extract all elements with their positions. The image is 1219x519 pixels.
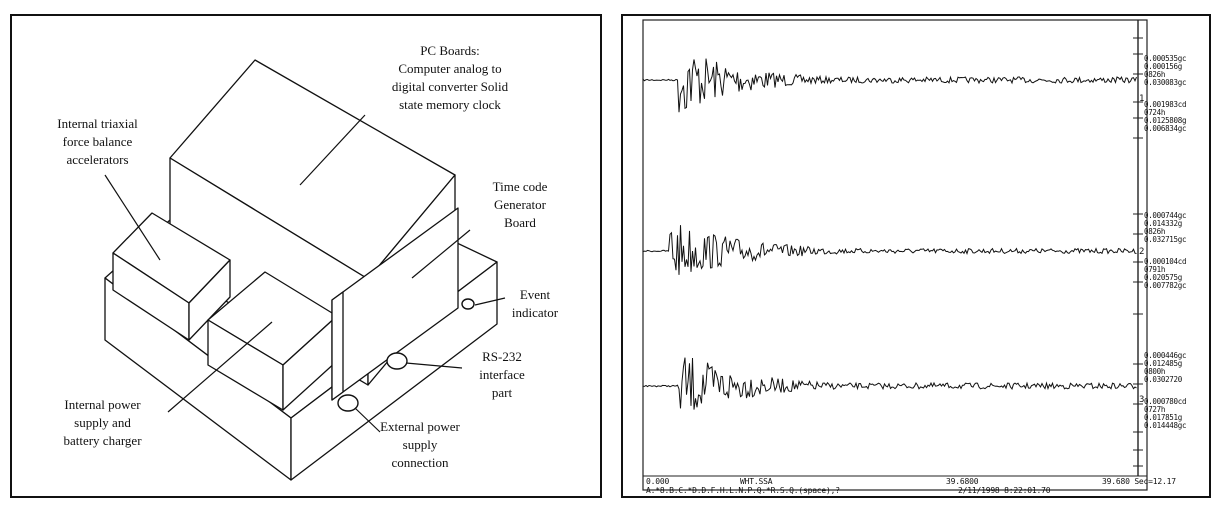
leader-accelerators — [104, 174, 161, 261]
leader-internal-power — [167, 321, 273, 413]
instrument-drawing — [104, 59, 506, 481]
label-event-indicator: Event indicator — [511, 287, 559, 320]
seismogram-panel — [621, 14, 1211, 498]
leader-external-power — [354, 407, 381, 433]
leader-event — [474, 297, 506, 306]
leader-pc-boards — [299, 114, 366, 186]
label-external-power: External power supply connection — [380, 419, 460, 470]
trace-channel-1 — [642, 58, 1137, 113]
footer-mid-time: 39.6800 — [946, 477, 979, 486]
footer-start-time: 0.000 — [646, 477, 670, 486]
label-rs232: RS-232 interface part — [479, 349, 525, 400]
leader-rs232 — [405, 362, 463, 369]
seismogram-plot — [642, 19, 1148, 491]
label-pc-boards: PC Boards: Computer analog to digital co… — [391, 43, 509, 112]
trace-channel-2 — [642, 225, 1137, 275]
footer-file-name: WHT.SSA — [740, 477, 773, 486]
accelerator-box-right — [188, 259, 231, 341]
label-internal-power: Internal power supply and battery charge… — [63, 397, 142, 448]
leader-time-code — [411, 229, 471, 279]
channel-1-values: 0.000535gc 0.000156g 0826h 0.030083gc 0.… — [1144, 54, 1187, 133]
channel-1-number: 1 — [1139, 94, 1145, 104]
channel-2-values: 0.000744gc 0.014332g 0826h 0.032715gc 0.… — [1144, 211, 1187, 290]
channel-2-number: 2 — [1139, 247, 1145, 257]
time-code-board-edge — [331, 291, 344, 401]
label-time-code: Time code Generator Board — [492, 179, 548, 230]
event-indicator-light — [461, 298, 475, 310]
footer-command-keys: A.*8.B.C.*D.D.F.H.L.N.P.Q.*R.S.Q.(space)… — [646, 486, 840, 495]
channel-3-values: 0.000446gc 0.012485g 0800h 0.0302720 0.0… — [1144, 351, 1187, 430]
plot-frame — [642, 19, 1148, 491]
footer-end-time: 39.680 Sec=12.17 — [1102, 477, 1176, 486]
external-power-port — [337, 394, 359, 412]
rs232-port — [386, 352, 408, 370]
label-accelerators: Internal triaxial force balance accelera… — [57, 116, 138, 167]
footer-date-time: 2/11/1998 8:22:01.70 — [958, 486, 1051, 495]
trace-channel-3 — [642, 357, 1137, 410]
channel-3-number: 3 — [1139, 395, 1145, 405]
